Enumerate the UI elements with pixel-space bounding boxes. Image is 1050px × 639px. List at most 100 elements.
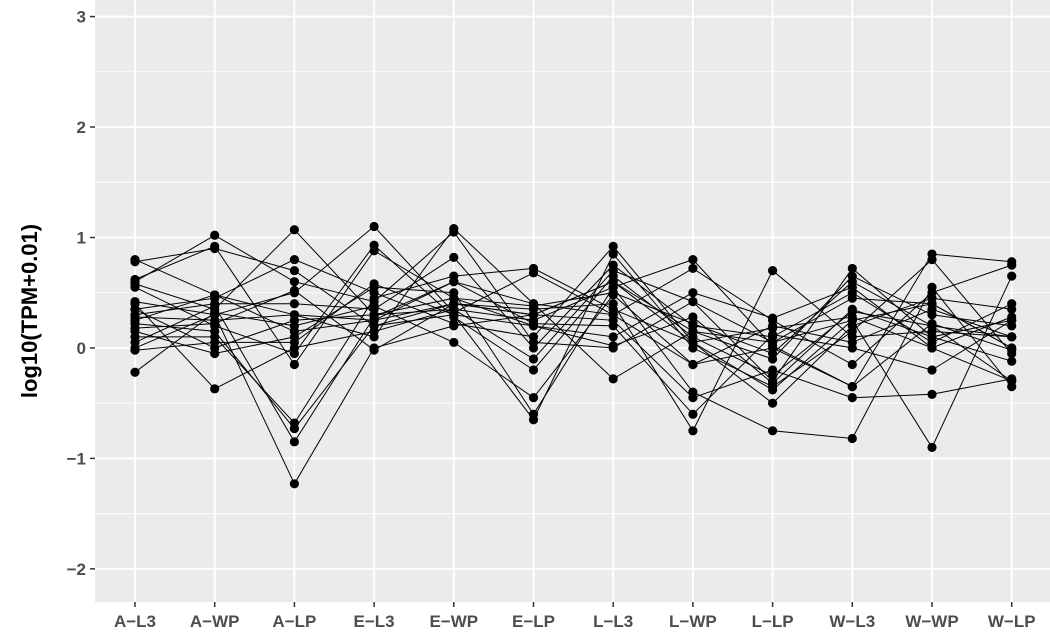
y-axis-title: log10(TPM+0.01) — [17, 224, 42, 398]
data-point — [210, 301, 220, 311]
data-point — [369, 279, 379, 289]
series-line — [134, 269, 1012, 432]
data-point — [369, 315, 379, 325]
data-point — [927, 254, 937, 265]
data-point — [130, 367, 140, 377]
data-point — [688, 409, 698, 419]
data-point — [927, 299, 937, 309]
data-point — [528, 321, 539, 331]
data-point — [449, 321, 459, 331]
data-point — [1007, 299, 1017, 309]
data-point — [1007, 260, 1017, 270]
data-point — [847, 304, 857, 314]
data-point — [289, 479, 299, 489]
data-point — [130, 282, 140, 292]
data-point — [847, 312, 857, 322]
x-tick-label: W−LP — [988, 612, 1036, 631]
x-tick-label: L−L3 — [593, 612, 633, 631]
x-tick-label: E−LP — [512, 612, 555, 631]
data-point — [210, 241, 220, 251]
data-point — [528, 332, 539, 342]
data-point — [130, 257, 140, 267]
data-point — [768, 426, 778, 436]
data-point — [289, 359, 299, 370]
data-point — [210, 230, 220, 240]
data-point — [1007, 271, 1017, 281]
data-point — [927, 319, 937, 329]
data-point — [289, 418, 299, 428]
data-point — [130, 315, 140, 325]
data-points — [130, 221, 1017, 489]
data-point — [688, 326, 698, 336]
data-point — [210, 290, 220, 300]
data-point — [449, 337, 459, 348]
y-tick-label: 3 — [77, 8, 86, 27]
data-point — [927, 442, 937, 452]
series-lines — [134, 225, 1013, 485]
data-point — [688, 288, 698, 298]
data-point — [927, 343, 937, 353]
x-tick-label: A−WP — [190, 612, 240, 631]
data-point — [528, 343, 539, 353]
data-point — [289, 254, 299, 265]
data-point — [847, 263, 857, 274]
data-point — [289, 315, 299, 325]
data-point — [768, 365, 778, 375]
data-point — [1007, 356, 1017, 366]
y-tick-label: 2 — [77, 118, 86, 137]
data-point — [1007, 332, 1017, 342]
data-point — [528, 365, 539, 375]
series-line — [135, 267, 1013, 449]
data-point — [608, 374, 618, 384]
data-point — [449, 299, 459, 309]
series-line — [134, 270, 1012, 390]
data-point — [289, 326, 299, 336]
series-line — [134, 281, 1012, 388]
data-point — [289, 299, 299, 309]
data-point — [768, 266, 778, 276]
x-tick-label: L−LP — [752, 612, 794, 631]
data-point — [768, 378, 778, 388]
series-line — [134, 253, 1013, 421]
data-point — [847, 393, 857, 403]
series-line — [134, 245, 1012, 366]
data-point — [449, 252, 459, 262]
data-point — [289, 285, 299, 296]
data-point — [847, 271, 857, 281]
data-point — [847, 326, 857, 336]
series-line — [134, 281, 1012, 443]
data-point — [688, 296, 698, 307]
data-point — [608, 341, 618, 351]
data-point — [210, 307, 220, 318]
x-tick-label: A−LP — [272, 612, 316, 631]
data-point — [608, 249, 618, 259]
y-tick-label: 1 — [77, 228, 86, 247]
x-tick-label: W−WP — [905, 612, 958, 631]
data-point — [688, 312, 698, 322]
data-point — [608, 332, 618, 342]
data-point — [210, 343, 220, 353]
series-line — [134, 227, 1012, 380]
data-point — [927, 365, 937, 375]
data-point — [688, 337, 698, 348]
data-point — [130, 323, 140, 333]
x-tick-label: A−L3 — [114, 612, 156, 631]
x-tick-label: W−L3 — [829, 612, 875, 631]
data-point — [768, 343, 778, 353]
y-tick-label: −1 — [67, 449, 86, 468]
data-point — [608, 277, 618, 287]
data-point — [289, 225, 299, 235]
data-point — [369, 240, 379, 250]
data-point — [369, 345, 379, 355]
data-point — [688, 426, 698, 436]
data-point — [1007, 345, 1017, 355]
axes: −2 −1 0 1 2 3 A−L3 A−WP A−LP E−L3 E−WP E−LP L−L3 L−WP… — [67, 8, 1036, 631]
y-tick-label: 0 — [77, 339, 86, 358]
data-point — [608, 310, 618, 320]
data-point — [927, 389, 937, 399]
series-line — [134, 245, 1012, 404]
series-line — [134, 231, 1012, 382]
data-point — [528, 263, 539, 274]
